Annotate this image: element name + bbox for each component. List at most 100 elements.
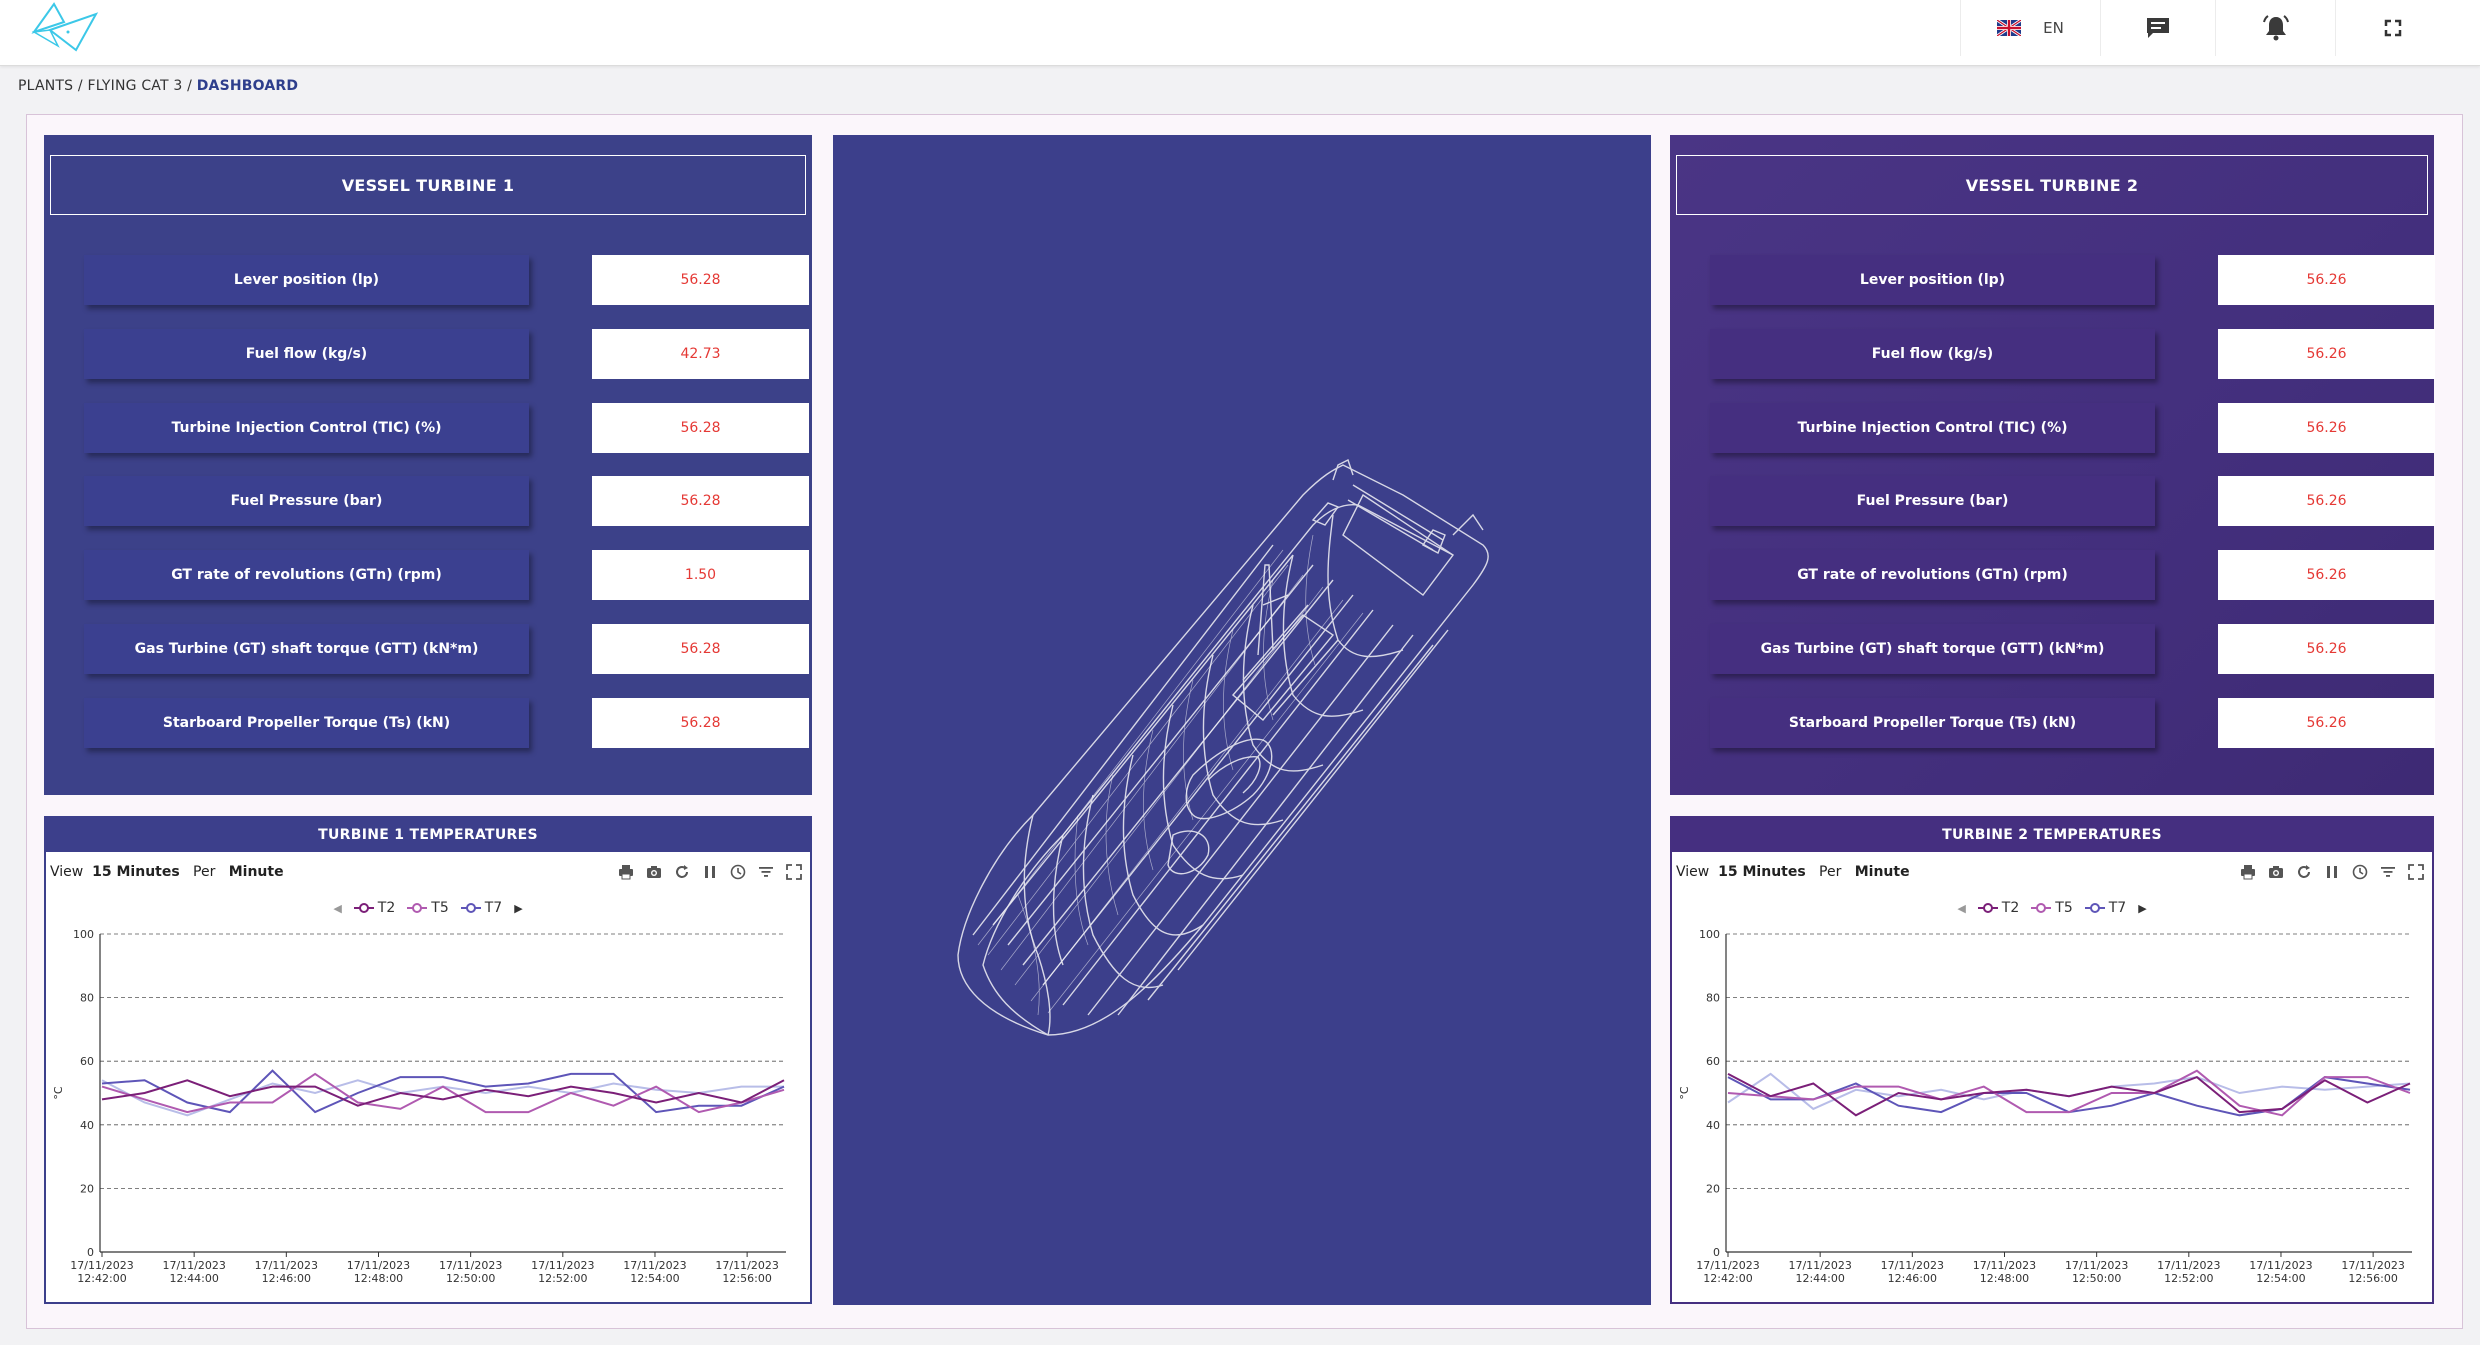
metric-value: 56.28 [592,623,809,674]
x-tick-label: 17/11/2023 [439,1259,502,1272]
x-tick-label: 12:54:00 [2256,1272,2305,1285]
x-tick-label: 17/11/2023 [1973,1259,2036,1272]
vessel-turbine-1-panel: VESSEL TURBINE 1 Lever position (lp) 56.2… [44,135,812,795]
chat-button[interactable] [2100,0,2215,56]
language-selector[interactable]: EN [1960,0,2100,56]
x-tick-label: 17/11/2023 [70,1259,133,1272]
print-icon[interactable] [618,864,634,880]
breadcrumb-path[interactable]: PLANTS / FLYING CAT 3 / [18,78,197,94]
x-tick-label: 12:56:00 [722,1272,771,1285]
x-tick-label: 17/11/2023 [2249,1259,2312,1272]
metric-value: 56.26 [2218,550,2435,601]
metric-label: Gas Turbine (GT) shaft torque (GTT) (kN*… [1710,623,2155,674]
series-line-t5 [1727,1069,2411,1117]
metric-row: Fuel Pressure (bar) 56.28 [84,476,809,527]
camera-icon[interactable] [2268,864,2284,880]
legend-item-t2[interactable]: T2 [1977,900,2020,916]
x-tick-label: 17/11/2023 [2157,1259,2220,1272]
pause-icon[interactable] [2324,864,2340,880]
filter-icon[interactable] [758,864,774,880]
x-tick-label: 12:42:00 [1703,1272,1752,1285]
legend-label: T5 [431,900,449,916]
metric-row: Gas Turbine (GT) shaft torque (GTT) (kN*… [84,623,809,674]
metric-value: 56.26 [2218,623,2435,674]
clock-icon[interactable] [730,864,746,880]
metric-value: 56.28 [592,476,809,527]
metric-label: Starboard Propeller Torque (Ts) (kN) [84,697,529,748]
metric-label: Lever position (lp) [1710,255,2155,305]
turbine-2-temperatures-panel: TURBINE 2 TEMPERATURES View 15 Minutes P… [1670,816,2434,1304]
vessel-turbine-1-title: VESSEL TURBINE 1 [50,155,806,215]
x-tick-label: 12:46:00 [262,1272,311,1285]
legend-item-t5[interactable]: T5 [407,900,449,916]
legend-next-icon[interactable]: ▶ [514,901,523,915]
chart-toolbar: View 15 Minutes Per Minute [50,864,802,884]
metric-label: Fuel flow (kg/s) [1710,328,2155,379]
view-value[interactable]: 15 Minutes [1718,864,1806,880]
chart-tools [618,864,802,880]
metric-label: Gas Turbine (GT) shaft torque (GTT) (kN*… [84,623,529,674]
clock-icon[interactable] [2352,864,2368,880]
expand-icon[interactable] [786,864,802,880]
notifications-button[interactable] [2215,0,2335,56]
series-line-t7 [101,1069,785,1114]
metric-label: Turbine Injection Control (TIC) (%) [84,402,529,453]
legend-next-icon[interactable]: ▶ [2138,901,2147,915]
x-tick-label: 17/11/2023 [2341,1259,2404,1272]
refresh-icon[interactable] [674,864,690,880]
x-tick-label: 17/11/2023 [347,1259,410,1272]
x-tick-label: 17/11/2023 [715,1259,778,1272]
logo-icon[interactable] [28,2,102,56]
legend-label: T7 [484,900,503,916]
x-tick-label: 17/11/2023 [255,1259,318,1272]
per-value[interactable]: Minute [1854,864,1910,880]
fullscreen-button[interactable] [2335,0,2450,56]
chart-legend: ◀ T2 T5 T7 ▶ [46,898,810,918]
legend-prev-icon[interactable]: ◀ [1957,901,1966,915]
y-tick-label: 60 [80,1055,94,1068]
y-tick-label: 40 [1706,1119,1720,1132]
x-tick-label: 12:56:00 [2348,1272,2397,1285]
x-tick-label: 12:46:00 [1888,1272,1937,1285]
y-tick-label: 40 [80,1119,94,1132]
print-icon[interactable] [2240,864,2256,880]
view-value[interactable]: 15 Minutes [92,864,180,880]
legend-item-t7[interactable]: T7 [460,900,503,916]
legend-item-t2[interactable]: T2 [353,900,395,916]
turbine-1-temperature-chart[interactable]: 020406080100°C17/11/202312:42:0017/11/20… [46,926,810,1302]
legend-label: T2 [2001,900,2020,916]
pause-icon[interactable] [702,864,718,880]
refresh-icon[interactable] [2296,864,2312,880]
view-label: View [1676,864,1710,880]
x-tick-label: 17/11/2023 [1881,1259,1944,1272]
metric-row: Fuel flow (kg/s) 42.73 [84,328,809,379]
x-tick-label: 12:42:00 [77,1272,126,1285]
view-label: View [50,864,84,880]
legend-item-t5[interactable]: T5 [2031,900,2073,916]
x-tick-label: 12:50:00 [2072,1272,2121,1285]
filter-icon[interactable] [2380,864,2396,880]
vessel-turbine-2-panel: VESSEL TURBINE 2 Lever position (lp) 56.2… [1670,135,2435,795]
y-tick-label: 60 [1706,1055,1720,1068]
legend-label: T7 [2108,900,2127,916]
metric-value: 56.28 [592,255,809,305]
per-value[interactable]: Minute [228,864,284,880]
x-tick-label: 12:48:00 [1980,1272,2029,1285]
y-tick-label: 0 [1713,1246,1720,1259]
view-selector[interactable]: View 15 Minutes Per Minute [50,864,284,880]
view-selector[interactable]: View 15 Minutes Per Minute [1676,864,1910,880]
metric-label: Lever position (lp) [84,255,529,305]
metric-label: Starboard Propeller Torque (Ts) (kN) [1710,697,2155,748]
chart-legend: ◀ T2 T5 T7 ▶ [1672,898,2432,918]
x-tick-label: 12:44:00 [1795,1272,1844,1285]
vessel-3d-view[interactable] [833,135,1651,1305]
turbine-2-temperature-chart[interactable]: 020406080100°C17/11/202312:42:0017/11/20… [1672,926,2436,1302]
camera-icon[interactable] [646,864,662,880]
x-tick-label: 17/11/2023 [623,1259,686,1272]
legend-prev-icon[interactable]: ◀ [333,901,342,915]
boat-wireframe-icon[interactable] [833,135,1651,1305]
x-tick-label: 12:52:00 [538,1272,587,1285]
expand-icon[interactable] [2408,864,2424,880]
metric-row: GT rate of revolutions (GTn) (rpm) 1.50 [84,550,809,601]
legend-item-t7[interactable]: T7 [2084,900,2127,916]
